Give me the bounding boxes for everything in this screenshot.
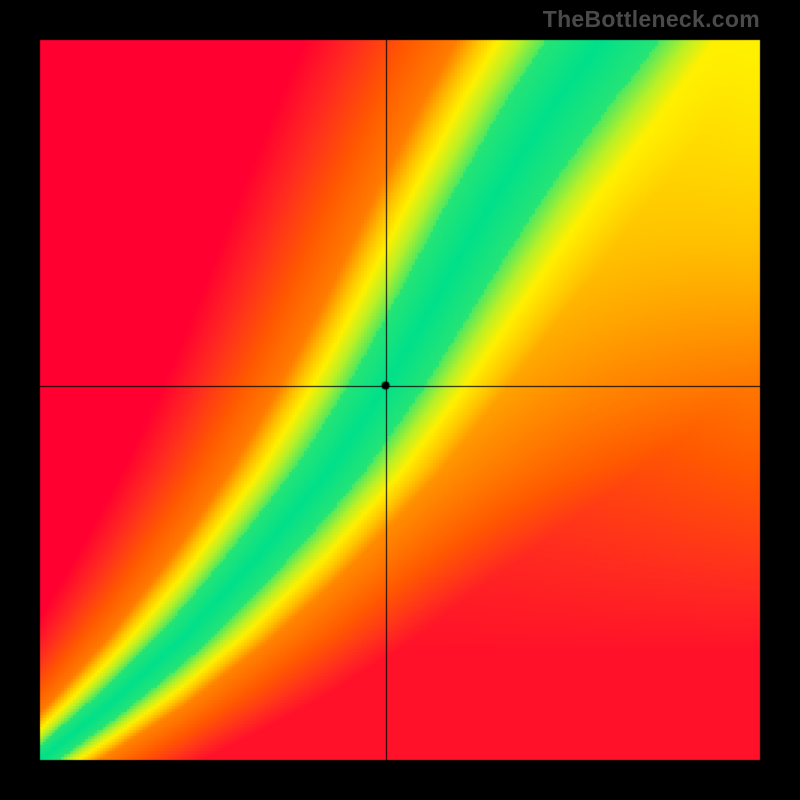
watermark-label: TheBottleneck.com [543,6,760,33]
bottleneck-heatmap [0,0,800,800]
chart-container: TheBottleneck.com [0,0,800,800]
